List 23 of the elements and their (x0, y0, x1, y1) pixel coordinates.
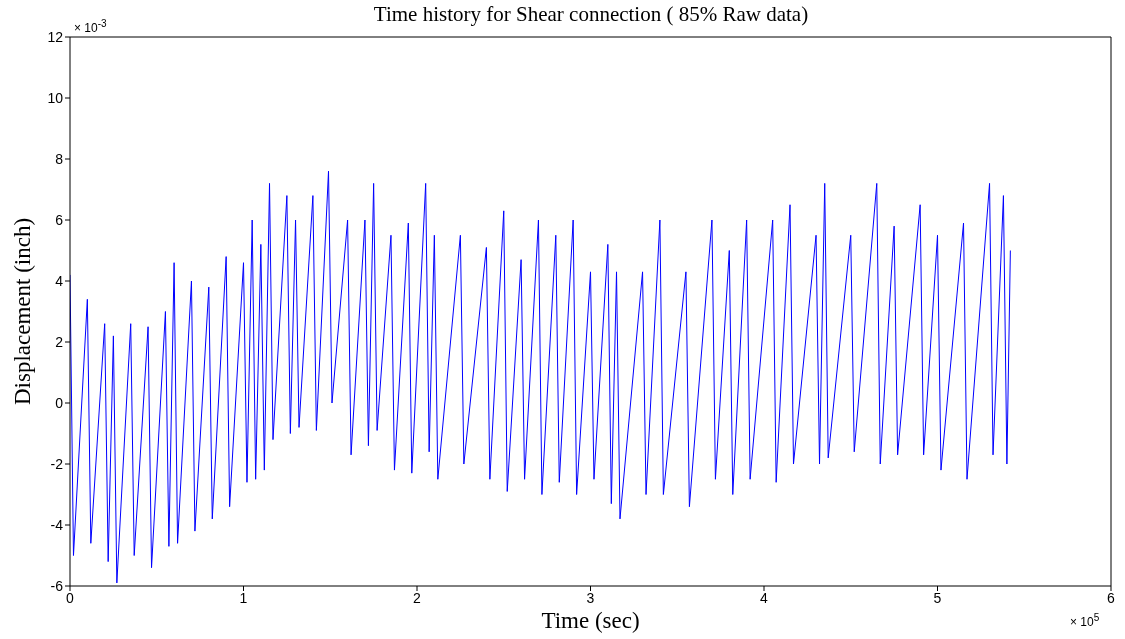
y-tick-label: 10 (47, 89, 64, 106)
y-tick-label: 6 (55, 211, 64, 228)
x-tick-label: 1 (239, 589, 248, 606)
chart-title: Time history for Shear connection ( 85% Raw data) (373, 2, 809, 26)
x-tick-label: 5 (933, 589, 942, 606)
text: × 10$^{-3}$ (74, 18, 107, 35)
x-tick-label: 6 (1107, 589, 1116, 606)
line-series (70, 170, 1011, 584)
y-tick-label: 8 (55, 150, 64, 167)
x-tick-label: 3 (586, 589, 595, 606)
x-tick-label: 0 (66, 589, 75, 606)
y-tick-label: 12 (47, 28, 64, 45)
y-tick-label: 2 (55, 333, 64, 350)
y-axis-title: Displacement (inch) (10, 217, 36, 406)
y-tick-label: 0 (55, 394, 64, 411)
y-tick-label: -6 (50, 577, 64, 594)
x-tick-label: 2 (413, 589, 422, 606)
x-axis-title: Time (sec) (541, 608, 640, 633)
text: × 10$^{5}$ (1070, 612, 1100, 629)
x-tick-label: 4 (760, 589, 769, 606)
y-tick-label: -2 (50, 455, 64, 472)
y-tick-label: -4 (50, 516, 64, 533)
y-tick-label: 4 (55, 272, 64, 289)
